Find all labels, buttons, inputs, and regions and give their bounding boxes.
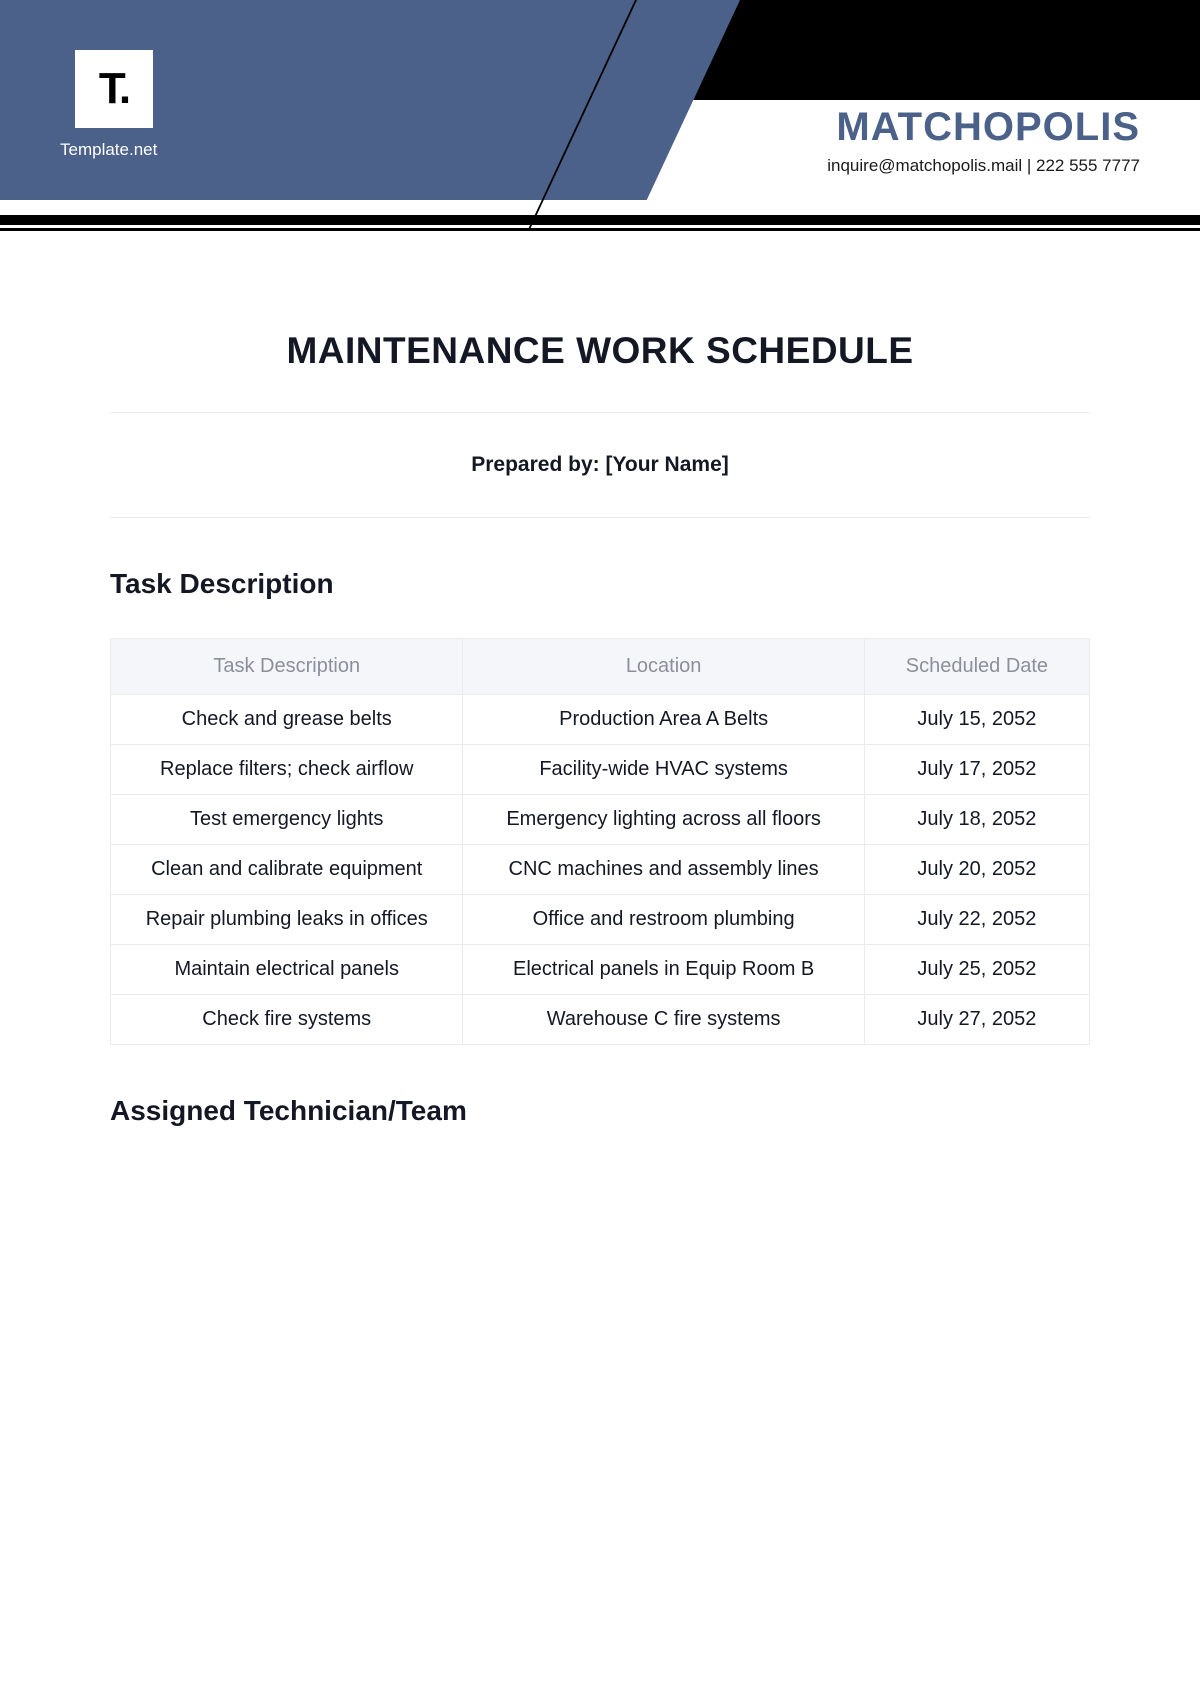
table-cell: Check fire systems: [111, 995, 463, 1045]
company-contact: inquire@matchopolis.mail | 222 555 7777: [827, 156, 1140, 176]
header-bottom-bar-thick: [0, 215, 1200, 225]
table-row: Check and grease beltsProduction Area A …: [111, 695, 1090, 745]
prepared-by: Prepared by: [Your Name]: [110, 453, 1090, 477]
table-row: Replace filters; check airflowFacility-w…: [111, 745, 1090, 795]
section-assigned-team-title: Assigned Technician/Team: [110, 1095, 1090, 1127]
table-cell: CNC machines and assembly lines: [463, 845, 864, 895]
table-cell: Repair plumbing leaks in offices: [111, 895, 463, 945]
table-row: Maintain electrical panelsElectrical pan…: [111, 945, 1090, 995]
section-task-description-title: Task Description: [110, 568, 1090, 600]
table-cell: Production Area A Belts: [463, 695, 864, 745]
divider: [110, 517, 1090, 518]
table-cell: Emergency lighting across all floors: [463, 795, 864, 845]
table-row: Repair plumbing leaks in officesOffice a…: [111, 895, 1090, 945]
table-cell: July 18, 2052: [864, 795, 1089, 845]
table-header-cell: Scheduled Date: [864, 639, 1089, 695]
header-bottom-bar-thin: [0, 228, 1200, 231]
table-row: Check fire systemsWarehouse C fire syste…: [111, 995, 1090, 1045]
table-cell: Replace filters; check airflow: [111, 745, 463, 795]
document-header: T. Template.net MATCHOPOLIS inquire@matc…: [0, 0, 1200, 230]
table-cell: Test emergency lights: [111, 795, 463, 845]
table-cell: July 17, 2052: [864, 745, 1089, 795]
table-cell: Maintain electrical panels: [111, 945, 463, 995]
table-cell: July 25, 2052: [864, 945, 1089, 995]
divider: [110, 412, 1090, 413]
table-cell: Warehouse C fire systems: [463, 995, 864, 1045]
document-content: MAINTENANCE WORK SCHEDULE Prepared by: […: [0, 230, 1200, 1127]
logo-caption: Template.net: [60, 140, 157, 160]
table-cell: July 27, 2052: [864, 995, 1089, 1045]
table-header-row: Task Description Location Scheduled Date: [111, 639, 1090, 695]
table-cell: July 22, 2052: [864, 895, 1089, 945]
table-cell: Electrical panels in Equip Room B: [463, 945, 864, 995]
table-row: Clean and calibrate equipmentCNC machine…: [111, 845, 1090, 895]
table-cell: July 15, 2052: [864, 695, 1089, 745]
logo-text: T.: [99, 64, 129, 114]
table-cell: Clean and calibrate equipment: [111, 845, 463, 895]
table-header-cell: Location: [463, 639, 864, 695]
document-title: MAINTENANCE WORK SCHEDULE: [110, 330, 1090, 372]
table-header-cell: Task Description: [111, 639, 463, 695]
table-cell: Check and grease belts: [111, 695, 463, 745]
table-cell: July 20, 2052: [864, 845, 1089, 895]
company-block: MATCHOPOLIS inquire@matchopolis.mail | 2…: [827, 105, 1140, 176]
company-name: MATCHOPOLIS: [827, 105, 1140, 150]
table-row: Test emergency lightsEmergency lighting …: [111, 795, 1090, 845]
logo-box: T.: [75, 50, 153, 128]
table-cell: Facility-wide HVAC systems: [463, 745, 864, 795]
task-table: Task Description Location Scheduled Date…: [110, 638, 1090, 1045]
table-cell: Office and restroom plumbing: [463, 895, 864, 945]
